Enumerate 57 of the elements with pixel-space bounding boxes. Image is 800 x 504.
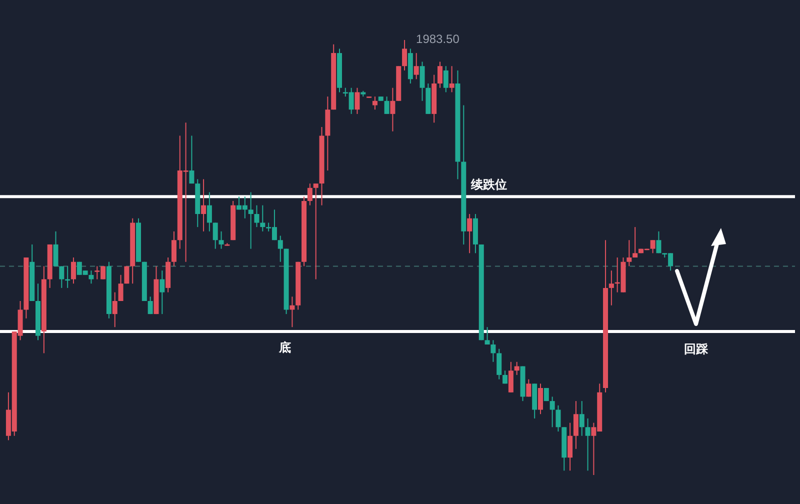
candlestick (526, 378, 532, 398)
candlestick (544, 388, 549, 402)
candlestick (260, 204, 266, 232)
candlestick (626, 240, 632, 267)
candlestick (171, 230, 176, 267)
candlestick (118, 274, 124, 302)
candlestick (59, 266, 64, 288)
candlestick (568, 422, 573, 472)
candlestick (248, 192, 254, 250)
candlestick (53, 230, 58, 267)
candlestick (313, 183, 318, 280)
candlestick (443, 66, 448, 93)
candlestick (384, 96, 390, 114)
candlestick (254, 204, 260, 228)
candlestick (70, 257, 76, 284)
ref-line-label: 底 (278, 340, 291, 354)
text: 回踩 (684, 342, 709, 356)
candlestick (579, 400, 584, 436)
candlestick (608, 270, 614, 306)
candlestick (585, 418, 590, 472)
candlestick (112, 292, 118, 328)
candlestick (514, 361, 520, 376)
candlestick (420, 61, 425, 102)
candlestick (160, 270, 165, 315)
candlestick (88, 270, 94, 284)
annotation: 1983.50 (416, 32, 460, 46)
candlestick (124, 266, 130, 284)
candlestick (484, 326, 490, 345)
candlestick (218, 230, 224, 250)
candlestick (556, 404, 561, 432)
candlestick (414, 52, 419, 80)
candlestick (490, 340, 496, 362)
candlestick (573, 400, 578, 450)
candlestick (496, 348, 502, 380)
candlestick (278, 235, 283, 262)
candlestick (449, 66, 454, 93)
candlestick (212, 222, 218, 250)
candlestick (189, 135, 194, 184)
ref-line-label: 续跌位 (470, 178, 507, 192)
candlestick (502, 370, 508, 384)
candlestick (390, 87, 396, 132)
candlestick (206, 192, 212, 232)
candlestick (437, 61, 442, 88)
candlestick (467, 214, 472, 254)
candlestick (201, 178, 206, 232)
candlestick (650, 240, 656, 254)
candlestick (656, 230, 662, 254)
candlestick (538, 383, 543, 415)
candlestick (307, 183, 312, 206)
candlestick (508, 361, 514, 393)
candlestick (290, 296, 295, 328)
candlestick (550, 396, 555, 428)
candlestick (148, 296, 153, 315)
candlestick (632, 226, 638, 258)
candlestick (372, 96, 378, 110)
candlestick (402, 40, 408, 71)
candlestick (354, 87, 360, 114)
